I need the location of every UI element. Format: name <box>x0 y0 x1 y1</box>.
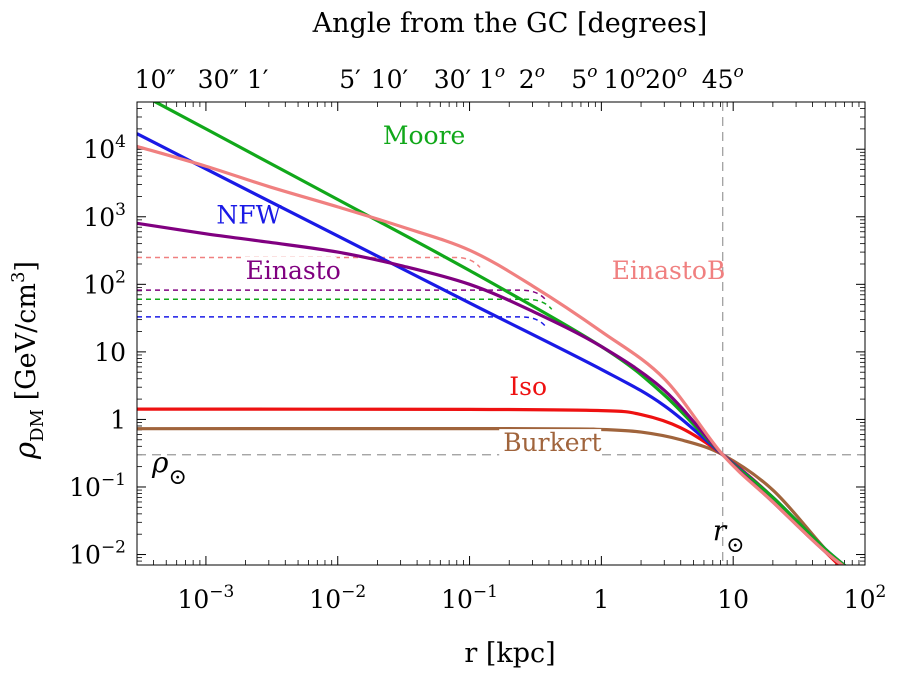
tick-labels: 10−3 10−2 10−1 1 10 102 10−2 10−1 1 10 102 103 104 10… <box>69 62 886 614</box>
x-axis-label: r [kpc] <box>464 638 555 669</box>
y-tick-label: 103 <box>83 200 126 232</box>
top-tick-label: 10″ <box>135 65 176 94</box>
y-tick-label: 1 <box>110 405 126 434</box>
NFW-dashed <box>137 316 547 328</box>
top-tick-label: 30″ <box>198 65 239 94</box>
top-tick-label: 1o <box>479 62 505 94</box>
axis-ticks <box>136 101 866 566</box>
series-einastob <box>137 144 845 565</box>
series-burkert <box>137 427 843 565</box>
label-burkert: Burkert <box>503 428 601 457</box>
burkert-label-bg <box>499 429 602 458</box>
x-tick-label: 10−2 <box>309 582 366 614</box>
top-tick-label: 2o <box>519 62 545 94</box>
label-moore: Moore <box>383 121 465 150</box>
x-tick-label: 10−3 <box>177 582 234 614</box>
chart-title: Angle from the GC [degrees] <box>312 8 708 39</box>
series-moore <box>152 102 847 565</box>
label-einastob: EinastoB <box>612 256 726 285</box>
x-tick-label: 10−1 <box>441 582 498 614</box>
dashed-series <box>137 256 553 328</box>
plot-frame <box>136 101 866 566</box>
x-tick-label: 1 <box>593 585 609 614</box>
Moore-dashed <box>137 298 553 310</box>
top-tick-label: 30′ <box>434 65 472 94</box>
curve-labels: Moore NFW Einasto EinastoB Iso Burkert <box>216 121 726 458</box>
EinastoB-dashed <box>137 256 481 268</box>
y-tick-label: 104 <box>83 132 126 164</box>
top-tick-label: 20o <box>645 62 687 94</box>
top-tick-label: 10′ <box>371 65 409 94</box>
label-einasto: Einasto <box>246 256 341 285</box>
top-tick-label: 1′ <box>247 65 269 94</box>
x-tick-label: 102 <box>844 582 887 614</box>
x-tick-label: 10 <box>717 585 749 614</box>
top-tick-label: 45o <box>702 62 744 94</box>
y-axis-label: ρDM [GeV/cm3] <box>8 261 48 460</box>
y-tick-label: 102 <box>83 267 126 299</box>
reference-lines <box>137 102 865 565</box>
y-tick-label: 10 <box>94 338 126 367</box>
label-nfw: NFW <box>216 200 281 229</box>
label-iso: Iso <box>509 372 547 401</box>
curves <box>137 102 847 565</box>
r-sun-label: r⊙ <box>713 514 745 558</box>
y-axis-label-text: ρDM [GeV/cm3] <box>8 261 48 460</box>
einasto-label-bg <box>242 256 337 285</box>
top-tick-label: 5o <box>571 62 597 94</box>
top-tick-label: 10o <box>604 62 646 94</box>
rho-sun-label: ρ⊙ <box>151 446 187 490</box>
y-tick-label: 10−1 <box>69 470 126 502</box>
y-tick-label: 10−2 <box>69 538 126 570</box>
top-tick-label: 5′ <box>339 65 361 94</box>
Einasto-dashed <box>137 289 547 301</box>
